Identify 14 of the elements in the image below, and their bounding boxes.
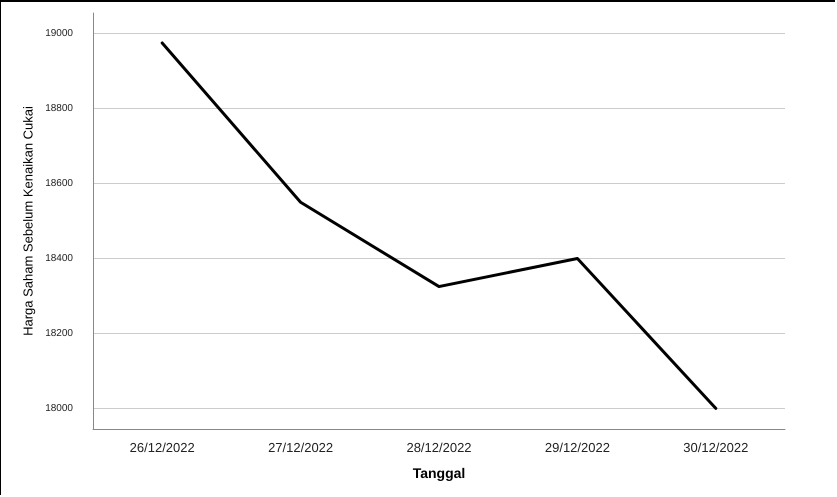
line-series xyxy=(160,41,718,410)
x-tick-label: 30/12/2022 xyxy=(683,440,748,455)
y-tick-label: 18200 xyxy=(45,328,74,339)
x-tick-label: 26/12/2022 xyxy=(130,440,195,455)
x-tick-label: 29/12/2022 xyxy=(544,440,610,455)
x-axis-title: Tanggal xyxy=(412,465,466,481)
y-tick-label: 18800 xyxy=(45,103,74,114)
y-axis-title: Harga Saham Sebelum Kenaikan Cukai xyxy=(20,106,36,336)
y-tick-label: 19000 xyxy=(45,28,74,40)
y-tick-label: 18400 xyxy=(45,252,74,264)
x-tick-label: 28/12/2022 xyxy=(406,440,472,455)
y-tick-label: 18600 xyxy=(45,178,74,190)
x-tick-label: 27/12/2022 xyxy=(268,440,334,455)
y-tick-label: 18000 xyxy=(45,402,74,414)
